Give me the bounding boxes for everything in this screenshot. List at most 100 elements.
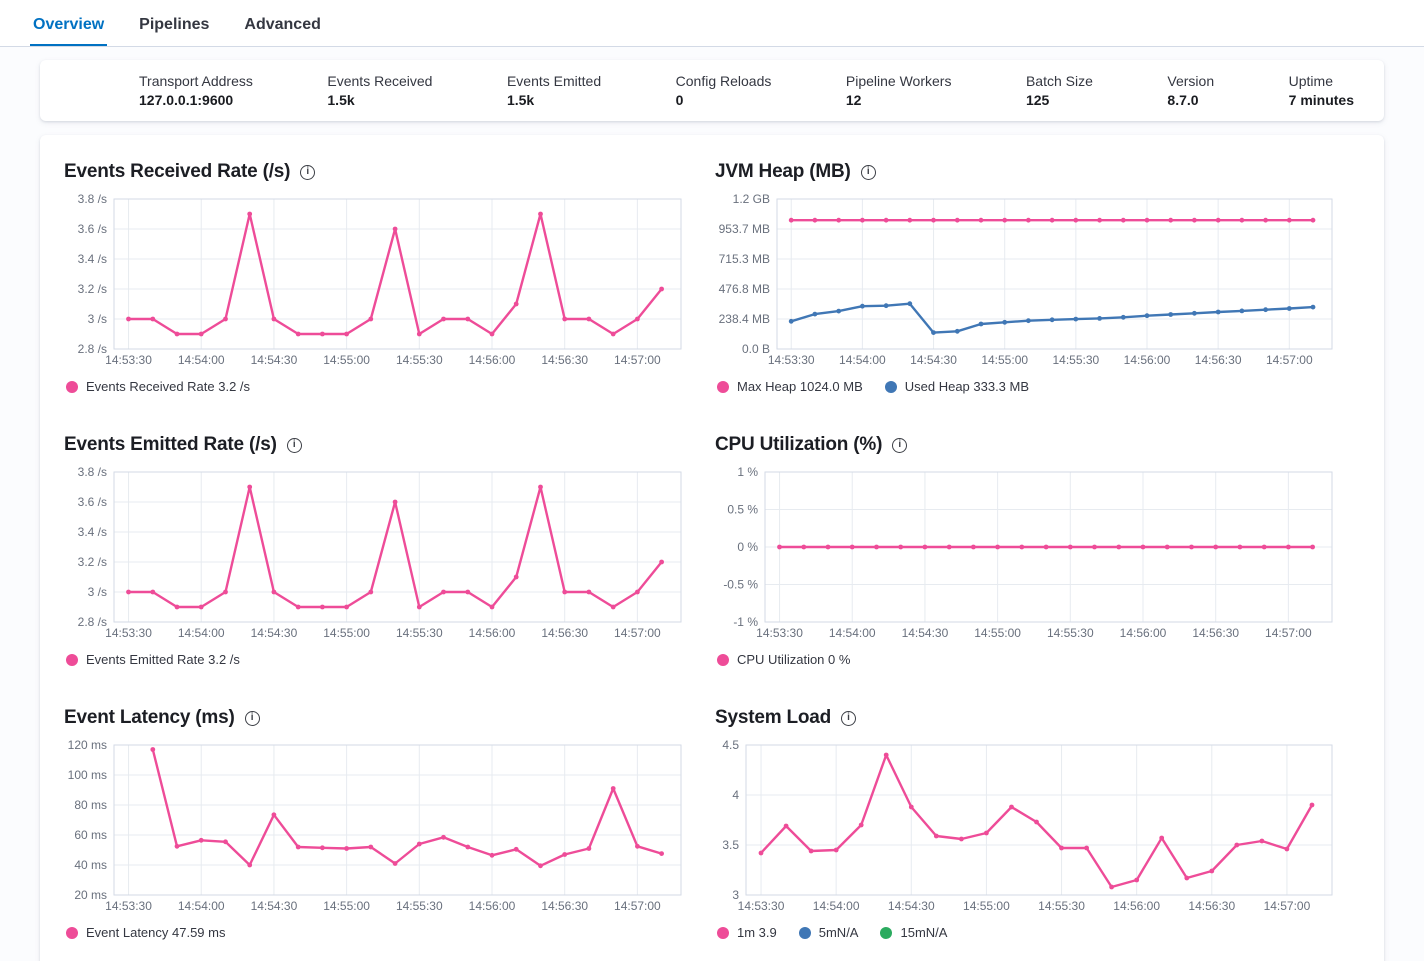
legend-item[interactable]: Used Heap 333.3 MB — [884, 379, 1029, 394]
info-icon[interactable] — [841, 710, 857, 726]
legend-item[interactable]: Max Heap 1024.0 MB — [717, 379, 863, 394]
svg-text:14:57:00: 14:57:00 — [614, 899, 661, 913]
svg-text:14:55:30: 14:55:30 — [1038, 899, 1085, 913]
stat-config-reloads: Config Reloads 0 — [676, 73, 772, 108]
legend-dot — [66, 653, 78, 666]
svg-text:14:54:00: 14:54:00 — [839, 353, 886, 367]
legend-label: CPU Utilization 0 % — [737, 652, 851, 667]
legend-item[interactable]: 15mN/A — [880, 925, 947, 940]
legend-item[interactable]: 1m 3.9 — [717, 925, 777, 940]
tab-bar: Overview Pipelines Advanced — [0, 0, 1424, 47]
chart-jvm-heap: JVM Heap (MB) 1.2 GB 953.7 MB 715.3 MB 476.… — [715, 161, 1335, 394]
legend-dot — [798, 926, 811, 939]
line-chart[interactable]: 3.8 /s 3.6 /s 3.4 /s 3.2 /s 3 /s 2.8 /s14:53:… — [64, 466, 682, 642]
svg-text:14:57:00: 14:57:00 — [614, 626, 661, 640]
chart-legend: Event Latency 47.59 ms — [64, 925, 684, 940]
info-icon[interactable] — [244, 710, 260, 726]
stat-value: 12 — [845, 92, 862, 108]
chart-plot-area: 1 % 0.5 % 0 % -0.5 % -1 % 14:53:30 14:54:00 14:… — [715, 466, 1335, 642]
legend-item[interactable]: 5mN/A — [798, 925, 859, 940]
legend-dot — [66, 926, 78, 939]
svg-text:14:55:30: 14:55:30 — [1047, 626, 1094, 640]
tab-pipelines[interactable]: Pipelines — [136, 3, 212, 46]
stat-value: 1.5k — [506, 92, 535, 108]
svg-text:14:54:00: 14:54:00 — [178, 899, 225, 913]
chart-title: JVM Heap (MB) — [715, 161, 851, 182]
chart-title: CPU Utilization (%) — [715, 434, 883, 455]
svg-text:1 %: 1 % — [737, 466, 758, 479]
chart-legend: Events Received Rate 3.2 /s — [64, 379, 684, 394]
svg-text:0 %: 0 % — [737, 540, 758, 554]
svg-text:14:53:30: 14:53:30 — [105, 353, 152, 367]
chart-legend: 1m 3.9 5mN/A 15mN/A — [715, 925, 1335, 940]
tab-overview[interactable]: Overview — [30, 3, 107, 46]
svg-text:-1 %: -1 % — [733, 615, 758, 629]
chart-plot-area: 3.8 /s 3.6 /s 3.4 /s 3.2 /s 3 /s 2.8 /s 14:53:… — [64, 193, 684, 369]
svg-text:14:55:00: 14:55:00 — [323, 626, 370, 640]
svg-text:14:56:30: 14:56:30 — [541, 899, 588, 913]
stat-value: 1.5k — [327, 92, 355, 108]
legend-dot — [717, 926, 729, 939]
svg-text:1.2 GB: 1.2 GB — [733, 193, 770, 206]
legend-item[interactable]: Event Latency 47.59 ms — [66, 925, 225, 940]
legend-label: 5mN/A — [818, 925, 859, 940]
stat-label: Batch Size — [1025, 73, 1093, 89]
summary-stats-bar: Transport Address 127.0.0.1:9600 Events … — [40, 60, 1384, 121]
svg-text:14:57:00: 14:57:00 — [1264, 899, 1311, 913]
svg-text:14:54:30: 14:54:30 — [910, 353, 957, 367]
svg-text:40 ms: 40 ms — [74, 858, 107, 872]
svg-text:715.3 MB: 715.3 MB — [719, 252, 770, 266]
svg-text:14:54:30: 14:54:30 — [902, 626, 949, 640]
svg-text:14:54:00: 14:54:00 — [178, 626, 225, 640]
svg-text:100 ms: 100 ms — [68, 768, 107, 782]
svg-text:14:53:30: 14:53:30 — [756, 626, 803, 640]
svg-text:3 /s: 3 /s — [88, 312, 107, 326]
stat-label: Uptime — [1288, 73, 1333, 89]
svg-text:476.8 MB: 476.8 MB — [719, 282, 770, 296]
line-chart[interactable]: 3.8 /s 3.6 /s 3.4 /s 3.2 /s 3 /s 2.8 /s14:53:… — [64, 193, 682, 369]
line-chart[interactable]: 4.5 4 3.5 314:53:30 14:54:00 14:54:30 14:55:00… — [715, 739, 1333, 915]
legend-dot — [884, 380, 897, 393]
svg-text:14:56:00: 14:56:00 — [469, 626, 516, 640]
legend-dot — [880, 926, 893, 939]
line-chart[interactable]: 120 ms 100 ms 80 ms 60 ms 40 ms 20 ms14:53:30… — [64, 739, 682, 915]
svg-text:14:53:30: 14:53:30 — [105, 899, 152, 913]
svg-text:14:54:30: 14:54:30 — [251, 626, 298, 640]
svg-text:14:55:30: 14:55:30 — [1052, 353, 1099, 367]
svg-text:3 /s: 3 /s — [88, 585, 107, 599]
legend-label: Max Heap 1024.0 MB — [737, 379, 863, 394]
chart-system-load: System Load 4.5 4 3.5 314:53:30 14:54:00 14:5… — [715, 707, 1335, 940]
svg-text:14:56:00: 14:56:00 — [469, 899, 516, 913]
stat-batch-size: Batch Size 125 — [1026, 73, 1093, 108]
line-chart[interactable]: 1.2 GB 953.7 MB 715.3 MB 476.8 MB 238.4 MB 0.… — [715, 193, 1333, 369]
legend-item[interactable]: Events Received Rate 3.2 /s — [66, 379, 250, 394]
info-icon[interactable] — [892, 437, 908, 453]
info-icon[interactable] — [286, 437, 302, 453]
svg-text:3: 3 — [732, 888, 739, 902]
chart-legend: CPU Utilization 0 % — [715, 652, 1335, 667]
legend-item[interactable]: CPU Utilization 0 % — [717, 652, 850, 667]
svg-text:14:53:30: 14:53:30 — [105, 626, 152, 640]
legend-dot — [717, 380, 729, 393]
svg-text:14:56:30: 14:56:30 — [1188, 899, 1235, 913]
line-chart[interactable]: 1 % 0.5 % 0 % -0.5 % -1 %14:53:30 14:54:00 14:… — [715, 466, 1333, 642]
svg-text:20 ms: 20 ms — [74, 888, 107, 902]
chart-legend: Events Emitted Rate 3.2 /s — [64, 652, 684, 667]
svg-text:14:56:00: 14:56:00 — [469, 353, 516, 367]
stat-version: Version 8.7.0 — [1167, 73, 1214, 108]
svg-text:14:55:30: 14:55:30 — [396, 899, 443, 913]
legend-label: Events Emitted Rate 3.2 /s — [86, 652, 240, 667]
chart-events-emitted-rate: Events Emitted Rate (/s) 3.8 /s 3.6 /s 3.4… — [64, 434, 684, 667]
svg-text:3.2 /s: 3.2 /s — [78, 282, 107, 296]
stat-value: 125 — [1025, 92, 1050, 108]
stat-value: 8.7.0 — [1167, 92, 1199, 108]
info-icon[interactable] — [300, 164, 316, 180]
svg-text:953.7 MB: 953.7 MB — [719, 222, 770, 236]
info-icon[interactable] — [860, 164, 876, 180]
stat-uptime: Uptime 7 minutes — [1289, 73, 1354, 108]
svg-text:4.5: 4.5 — [722, 739, 739, 752]
tab-advanced[interactable]: Advanced — [241, 3, 323, 46]
legend-item[interactable]: Events Emitted Rate 3.2 /s — [66, 652, 240, 667]
svg-text:14:53:30: 14:53:30 — [738, 899, 785, 913]
svg-text:80 ms: 80 ms — [74, 798, 107, 812]
